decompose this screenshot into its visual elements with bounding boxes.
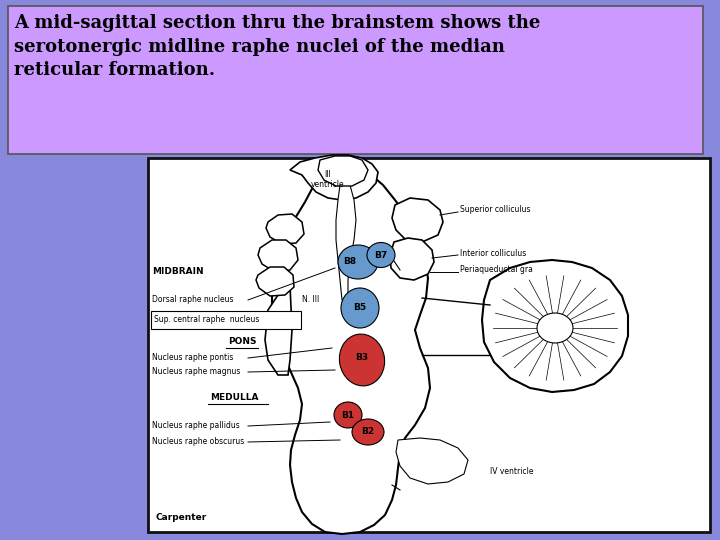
Text: Dorsal raphe nucleus: Dorsal raphe nucleus (152, 295, 233, 305)
Text: III
ventricle: III ventricle (311, 170, 345, 190)
Text: N. III: N. III (302, 295, 319, 305)
Polygon shape (318, 156, 368, 186)
Polygon shape (258, 240, 298, 272)
Text: Nucleus raphe pontis: Nucleus raphe pontis (152, 354, 233, 362)
Ellipse shape (339, 334, 384, 386)
Ellipse shape (334, 402, 362, 428)
Text: B5: B5 (354, 303, 366, 313)
Text: MEDULLA: MEDULLA (210, 394, 258, 402)
Text: Periaqueductal gra: Periaqueductal gra (460, 266, 533, 274)
Text: Nucleus raphe pallidus: Nucleus raphe pallidus (152, 422, 240, 430)
Polygon shape (290, 155, 378, 200)
FancyBboxPatch shape (151, 311, 301, 329)
Text: Superior colliculus: Superior colliculus (460, 206, 531, 214)
Text: B1: B1 (341, 410, 354, 420)
Text: Interior colliculus: Interior colliculus (460, 248, 526, 258)
Text: Sup. central raphe  nucleus: Sup. central raphe nucleus (154, 315, 259, 325)
Text: B3: B3 (356, 354, 369, 362)
Ellipse shape (537, 313, 573, 343)
Text: B7: B7 (374, 251, 387, 260)
Polygon shape (336, 185, 356, 300)
Text: B2: B2 (361, 428, 374, 436)
FancyBboxPatch shape (148, 158, 710, 532)
Polygon shape (265, 285, 292, 375)
Text: MIDBRAIN: MIDBRAIN (152, 267, 204, 276)
Text: PONS: PONS (228, 338, 256, 347)
FancyBboxPatch shape (8, 6, 703, 154)
Polygon shape (256, 267, 294, 296)
Ellipse shape (341, 288, 379, 328)
Polygon shape (482, 260, 628, 392)
Polygon shape (392, 198, 443, 242)
Text: Nucleus raphe obscurus: Nucleus raphe obscurus (152, 437, 244, 447)
Text: IV ventricle: IV ventricle (490, 468, 534, 476)
Text: Nucleus raphe magnus: Nucleus raphe magnus (152, 368, 240, 376)
Text: A mid-sagittal section thru the brainstem shows the
serotonergic midline raphe n: A mid-sagittal section thru the brainste… (14, 14, 541, 79)
Text: B8: B8 (343, 258, 356, 267)
Polygon shape (390, 238, 434, 280)
Polygon shape (396, 438, 468, 484)
Ellipse shape (367, 242, 395, 267)
Ellipse shape (352, 419, 384, 445)
Ellipse shape (338, 245, 378, 279)
Polygon shape (266, 214, 304, 244)
Text: Carpenter: Carpenter (155, 514, 206, 523)
Polygon shape (272, 166, 430, 534)
